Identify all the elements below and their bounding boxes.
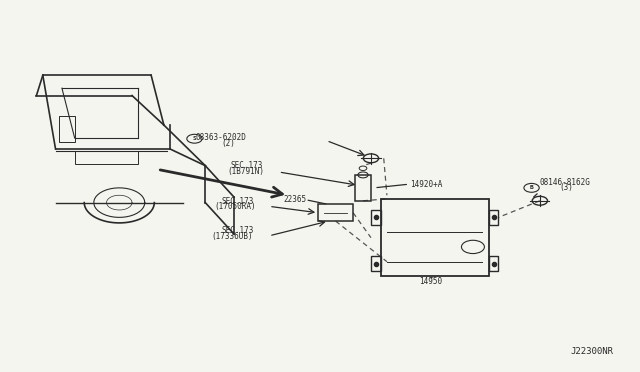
Text: 08146-8162G: 08146-8162G	[540, 178, 591, 187]
Text: SEC.173: SEC.173	[231, 161, 263, 170]
Text: (17050RA): (17050RA)	[215, 202, 257, 211]
Bar	[489, 256, 499, 271]
Text: 22365: 22365	[284, 195, 307, 204]
Text: B: B	[530, 185, 533, 190]
Bar	[355, 175, 371, 201]
Text: 14950: 14950	[419, 278, 442, 286]
Bar	[371, 210, 381, 225]
Text: (1B791N): (1B791N)	[228, 167, 264, 176]
Text: S: S	[193, 136, 196, 141]
Text: (3): (3)	[559, 183, 573, 192]
Bar	[489, 210, 499, 225]
Bar	[381, 199, 489, 276]
Text: SEC.173: SEC.173	[221, 226, 253, 235]
Bar	[318, 205, 353, 221]
Bar	[59, 116, 75, 142]
Text: SEC.173: SEC.173	[221, 197, 253, 206]
Bar	[371, 256, 381, 271]
Text: (2): (2)	[221, 139, 235, 148]
Text: 14920+A: 14920+A	[410, 180, 442, 189]
Text: 08363-6202D: 08363-6202D	[196, 133, 246, 142]
Text: (17336UB): (17336UB)	[212, 232, 253, 241]
Text: J22300NR: J22300NR	[570, 347, 613, 356]
Bar	[75, 151, 138, 164]
